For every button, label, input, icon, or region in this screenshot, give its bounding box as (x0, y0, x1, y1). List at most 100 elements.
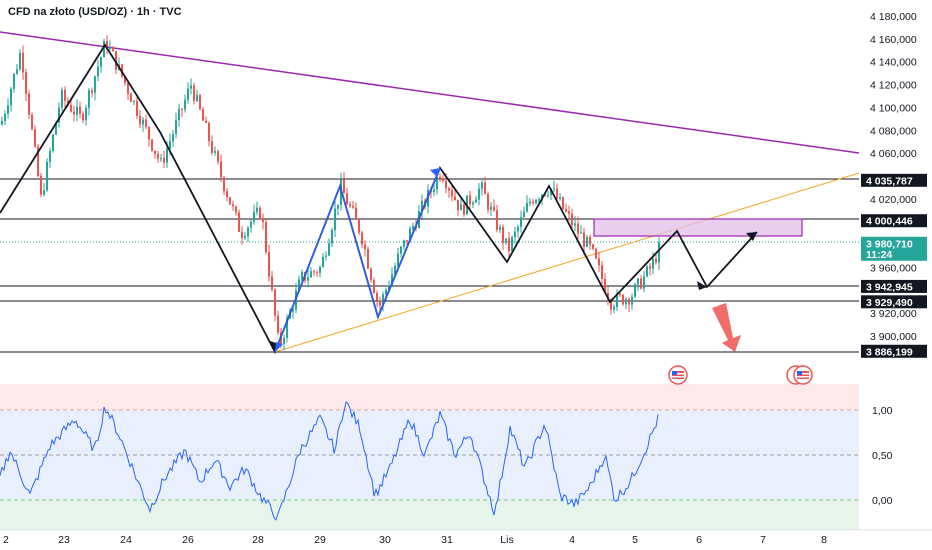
candle-body (643, 276, 645, 289)
candle-body (547, 195, 549, 197)
candle-body (76, 106, 78, 115)
candle-body (319, 266, 321, 273)
candle-body (475, 199, 477, 203)
candle-body (4, 113, 6, 122)
candle-body (145, 119, 147, 127)
candle-body (58, 107, 60, 123)
candle-body (382, 294, 384, 306)
candle-body (544, 194, 546, 196)
candle-body (310, 271, 312, 278)
candle-body (322, 256, 324, 267)
price-label-text: 3 942,945 (866, 281, 913, 293)
candle-body (154, 150, 156, 154)
bearish-arrow-icon (712, 303, 741, 352)
candle-body (574, 223, 576, 226)
candle-body (394, 265, 396, 275)
candle-body (505, 238, 507, 243)
candle-body (25, 72, 27, 94)
osc-oversold-band (0, 500, 859, 530)
candle-body (652, 258, 654, 269)
candle-body (646, 266, 648, 277)
candle-body (421, 200, 423, 212)
candle-body (157, 153, 159, 159)
candle-body (64, 89, 66, 101)
candle-body (208, 122, 210, 142)
candle-body (238, 212, 240, 232)
candle-body (7, 105, 9, 114)
ascending-support-line (274, 172, 860, 353)
candle-body (484, 182, 486, 195)
candle-body (70, 104, 72, 112)
candle-body (613, 306, 615, 310)
candle-body (226, 191, 228, 198)
candle-body (127, 83, 129, 94)
candle-body (619, 293, 621, 295)
price-tick-0: 4 180,000 (870, 11, 917, 23)
candle-body (49, 150, 51, 162)
candle-body (532, 201, 534, 204)
candle-body (316, 272, 318, 274)
candle-body (31, 114, 33, 130)
candle-body (472, 202, 474, 205)
price-axis-ticks: 4 180,000 4 160,000 4 140,000 4 120,000 4 10… (870, 11, 917, 343)
candle-body (307, 277, 309, 281)
candle-body (589, 236, 591, 245)
price-label-0: 4 035,787 (861, 173, 927, 187)
candle-body (379, 300, 381, 306)
candle-body (448, 188, 450, 191)
price-label-text: 3 980,710 (866, 238, 913, 250)
candle-body (10, 88, 12, 106)
candle-body (148, 126, 150, 140)
price-label-3: 3 942,945 (861, 279, 927, 293)
candle-body (388, 285, 390, 290)
candle-body (577, 223, 579, 234)
candle-body (364, 244, 366, 250)
date-tick-8: Lis (500, 534, 513, 546)
candle-body (142, 119, 144, 125)
date-tick-6: 30 (379, 534, 391, 546)
candle-body (235, 206, 237, 213)
candle-body (361, 232, 363, 245)
candle-body (631, 296, 633, 305)
candle-body (508, 238, 510, 252)
candle-body (220, 161, 222, 178)
price-label-5: 3 886,199 (861, 344, 927, 358)
candle-body (73, 111, 75, 115)
date-tick-2: 24 (120, 534, 132, 546)
candle-body (109, 47, 111, 49)
candle-body (595, 248, 597, 259)
candle-body (400, 246, 402, 254)
candle-body (277, 315, 279, 333)
date-tick-3: 26 (182, 534, 194, 546)
candle-body (346, 193, 348, 205)
candle-body (634, 284, 636, 297)
candle-body (409, 228, 411, 242)
candle-body (88, 90, 90, 108)
candle-body (202, 109, 204, 121)
candle-body (268, 251, 270, 277)
candle-body (598, 258, 600, 266)
candle-body (52, 134, 54, 151)
descending-trendline (0, 31, 860, 154)
candle-body (352, 205, 354, 208)
zigzag-arrow-head-down (697, 281, 707, 290)
price-label-text: 4 035,787 (866, 175, 913, 187)
zigzag-arrow-head-right (746, 232, 757, 241)
candle-body (562, 197, 564, 209)
candle-body (250, 221, 252, 228)
candle-body (580, 232, 582, 234)
candle-body (601, 265, 603, 280)
candle-body (79, 106, 81, 114)
candle-body (376, 292, 378, 301)
price-label-text: 3 929,490 (866, 297, 913, 309)
candle-body (610, 299, 612, 310)
candle-body (187, 88, 189, 100)
candle-body (244, 236, 246, 238)
date-tick-4: 28 (252, 534, 264, 546)
us-flag-icon[interactable] (786, 365, 813, 385)
us-flag-icon[interactable] (668, 365, 688, 385)
candle-body (331, 230, 333, 244)
candle-body (355, 207, 357, 219)
